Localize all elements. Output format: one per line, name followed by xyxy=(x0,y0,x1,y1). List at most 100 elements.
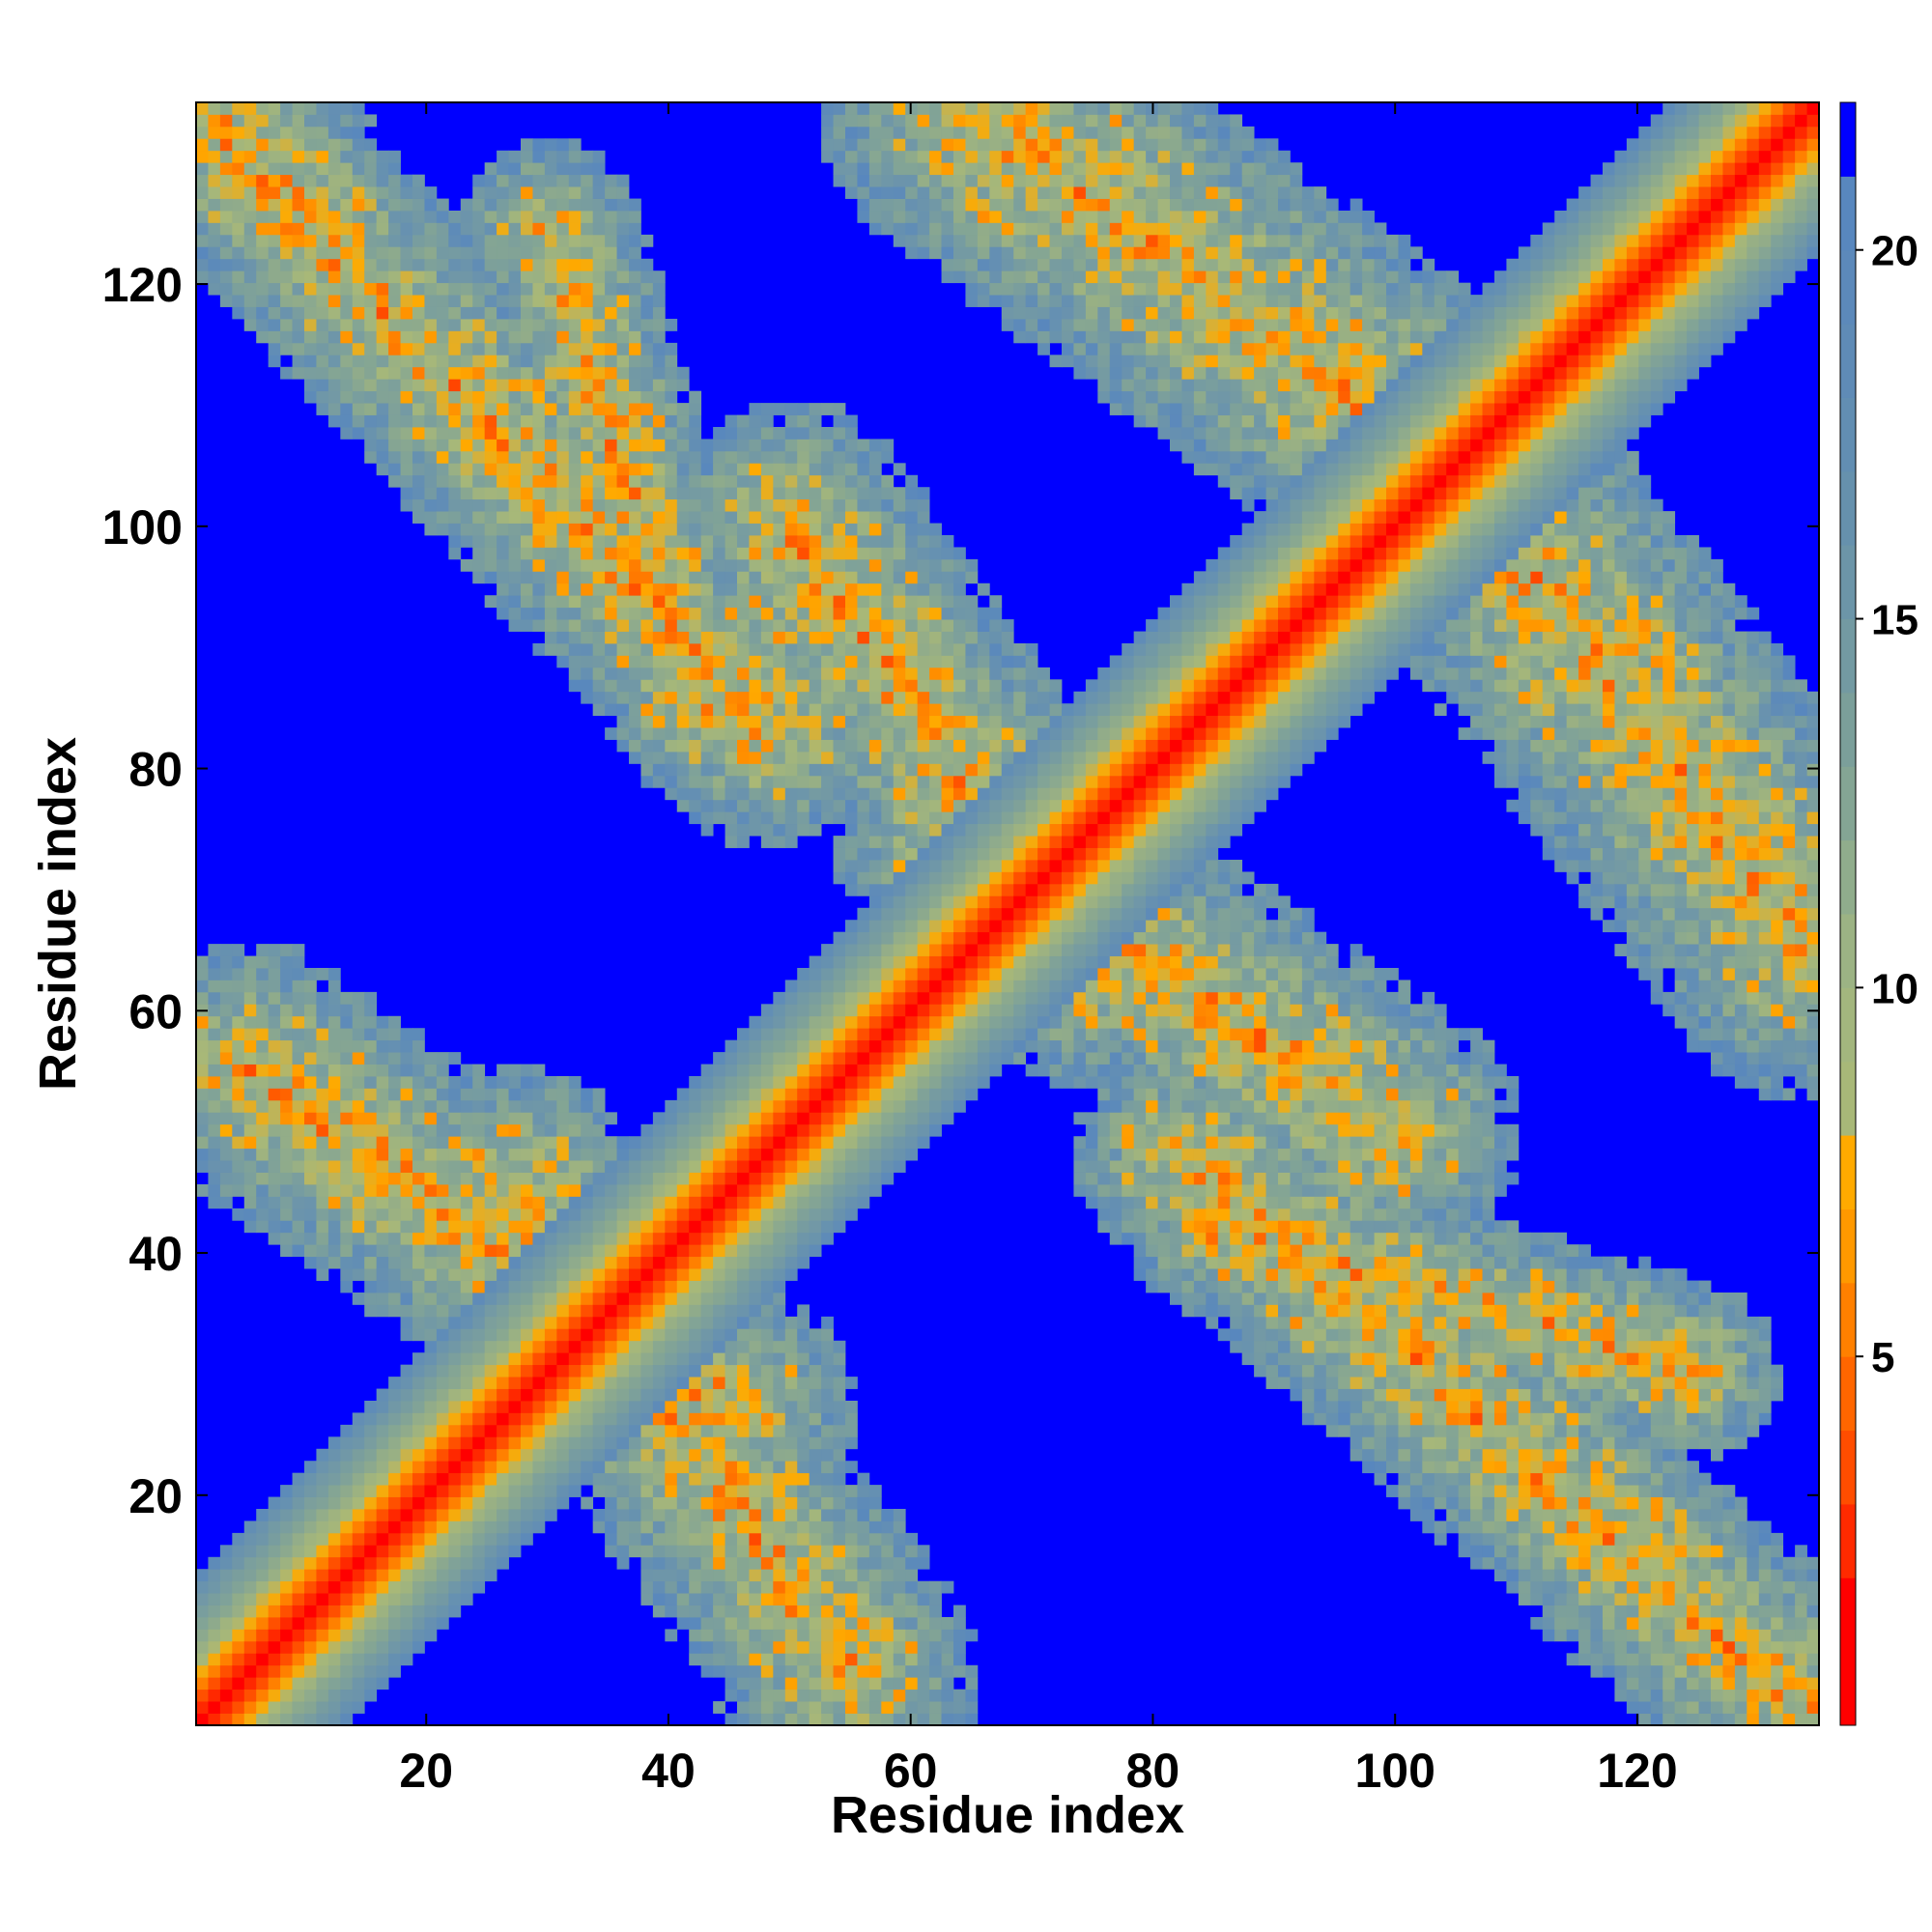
heatmap-cell xyxy=(833,1689,846,1702)
heatmap-cell xyxy=(773,631,786,644)
heatmap-cell xyxy=(616,319,630,331)
heatmap-cell xyxy=(665,1436,678,1450)
heatmap-cell xyxy=(592,390,606,404)
heatmap-cell xyxy=(412,1401,425,1413)
heatmap-cell xyxy=(280,1015,293,1029)
heatmap-cell xyxy=(689,1256,702,1269)
heatmap-cell xyxy=(652,752,666,764)
heatmap-cell xyxy=(448,547,462,560)
heatmap-cell xyxy=(616,1520,630,1534)
heatmap-cell xyxy=(784,1232,798,1245)
heatmap-cell xyxy=(327,342,341,355)
heatmap-cell xyxy=(821,1340,834,1353)
heatmap-cell xyxy=(784,631,798,644)
heatmap-cell xyxy=(364,1244,378,1258)
heatmap-cell xyxy=(737,1148,750,1161)
heatmap-cell xyxy=(424,1377,438,1389)
heatmap-cell xyxy=(737,1629,750,1642)
heatmap-cell xyxy=(556,270,570,284)
heatmap-cell xyxy=(784,1039,798,1053)
heatmap-cell xyxy=(605,427,617,440)
heatmap-cell xyxy=(689,1304,702,1318)
heatmap-cell xyxy=(556,1401,570,1413)
heatmap-cell xyxy=(532,270,546,284)
heatmap-cell xyxy=(784,1123,798,1137)
heatmap-cell xyxy=(760,667,774,680)
heatmap-cell xyxy=(616,355,630,368)
heatmap-cell xyxy=(196,1099,209,1113)
heatmap-cell xyxy=(364,1412,378,1426)
heatmap-cell xyxy=(640,1412,654,1426)
heatmap-cell xyxy=(640,319,654,331)
heatmap-cell xyxy=(845,523,858,536)
heatmap-cell xyxy=(665,631,678,644)
heatmap-cell xyxy=(256,1640,270,1654)
heatmap-cell xyxy=(219,1701,233,1714)
heatmap-cell xyxy=(424,414,438,428)
heatmap-cell xyxy=(700,667,714,680)
heatmap-cell xyxy=(448,1569,462,1582)
heatmap-cell xyxy=(821,1039,834,1053)
heatmap-cell xyxy=(340,1461,354,1474)
heatmap-cell xyxy=(400,1532,413,1546)
heatmap-cell xyxy=(521,390,533,404)
heatmap-cell xyxy=(424,1352,438,1366)
heatmap-cell xyxy=(724,1160,738,1173)
heatmap-cell xyxy=(676,1569,690,1582)
heatmap-cell xyxy=(521,498,533,512)
heatmap-cell xyxy=(833,1713,846,1726)
heatmap-cell xyxy=(532,1461,546,1474)
heatmap-cell xyxy=(472,295,486,307)
heatmap-cell xyxy=(497,1485,509,1497)
heatmap-cell xyxy=(508,1293,522,1305)
heatmap-cell xyxy=(629,1352,641,1366)
heatmap-cell xyxy=(833,1220,846,1234)
heatmap-cell xyxy=(640,355,654,368)
heatmap-cell xyxy=(508,1076,522,1089)
heatmap-cell xyxy=(316,991,329,1005)
heatmap-cell xyxy=(412,1461,425,1474)
heatmap-cell xyxy=(749,1388,762,1402)
heatmap-cell xyxy=(689,1328,702,1342)
heatmap-cell xyxy=(845,703,858,717)
heatmap-cell xyxy=(833,1485,846,1497)
heatmap-cell xyxy=(364,1136,378,1150)
heatmap-cell xyxy=(364,991,378,1005)
heatmap-cell xyxy=(508,1340,522,1353)
heatmap-cell xyxy=(400,234,413,247)
heatmap-cell xyxy=(448,1605,462,1618)
heatmap-cell xyxy=(581,1412,594,1426)
heatmap-cell xyxy=(868,667,882,680)
heatmap-cell xyxy=(581,511,594,524)
heatmap-cell xyxy=(629,703,641,717)
heatmap-cell xyxy=(605,1436,617,1450)
heatmap-cell xyxy=(833,427,846,440)
heatmap-cell xyxy=(521,1244,533,1258)
heatmap-cell xyxy=(833,1340,846,1353)
heatmap-cell xyxy=(568,1088,582,1101)
heatmap-cell xyxy=(448,1340,462,1353)
heatmap-cell xyxy=(316,1617,329,1630)
heatmap-cell xyxy=(460,1184,473,1197)
heatmap-cell xyxy=(881,691,895,704)
heatmap-cell xyxy=(724,595,738,609)
heatmap-cell xyxy=(773,1580,786,1594)
heatmap-cell xyxy=(544,498,557,512)
heatmap-cell xyxy=(388,162,401,176)
heatmap-cell xyxy=(724,1352,738,1366)
heatmap-cell xyxy=(581,1304,594,1318)
heatmap-cell xyxy=(773,1617,786,1630)
heatmap-cell xyxy=(388,1556,401,1570)
heatmap-cell xyxy=(665,439,678,452)
heatmap-cell xyxy=(760,1088,774,1101)
heatmap-cell xyxy=(508,1364,522,1378)
heatmap-cell xyxy=(724,1412,738,1426)
heatmap-cell xyxy=(713,1172,725,1185)
heatmap-cell xyxy=(929,571,942,584)
heatmap-cell xyxy=(327,1677,341,1690)
heatmap-cell xyxy=(784,1436,798,1450)
heatmap-cell xyxy=(929,198,942,212)
heatmap-cell xyxy=(893,931,906,945)
heatmap-cell xyxy=(592,162,606,176)
heatmap-cell xyxy=(436,1160,449,1173)
